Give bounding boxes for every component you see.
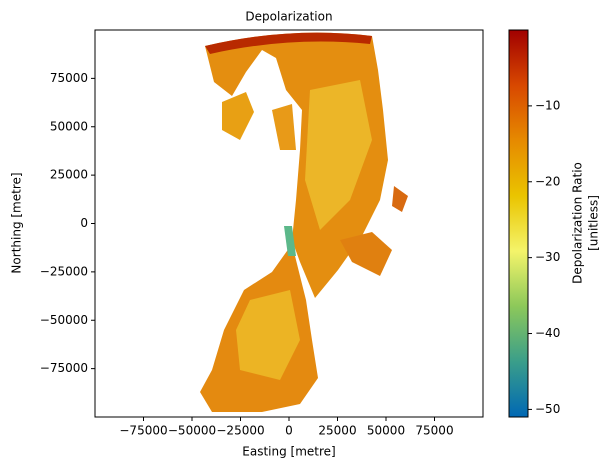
y-tick-label: −50000 <box>40 313 88 327</box>
colorbar-label: [unitless] <box>587 195 601 251</box>
x-tick-label: 75000 <box>415 424 453 438</box>
echo-core <box>305 80 372 230</box>
colorbar <box>508 29 529 418</box>
x-tick-label: −25000 <box>216 424 264 438</box>
y-tick-label: −75000 <box>40 361 88 375</box>
x-tick-label: 25000 <box>318 424 356 438</box>
x-tick-label: −50000 <box>168 424 216 438</box>
echo-cell <box>392 186 408 212</box>
y-tick-label: 25000 <box>50 168 88 182</box>
y-tick-label: 50000 <box>50 119 88 133</box>
colorbar-tick-label: −30 <box>535 250 560 264</box>
x-tick-label: 50000 <box>367 424 405 438</box>
chart-title: Depolarization <box>245 10 332 24</box>
echo-low <box>284 226 296 256</box>
echo-band <box>222 92 254 140</box>
axes-frame <box>94 29 484 418</box>
echo-south-core <box>236 290 300 380</box>
echo-strip <box>272 104 296 150</box>
x-axis-label: Easting [metre] <box>242 445 335 459</box>
colorbar-tick-label: −50 <box>535 402 560 416</box>
colorbar-tick-label: −40 <box>535 326 560 340</box>
colorbar-tick-label: −20 <box>535 174 560 188</box>
x-tick-label: −75000 <box>119 424 167 438</box>
echo-edge <box>205 32 372 54</box>
echo-east <box>340 232 392 276</box>
colorbar-label: Depolarization Ratio <box>571 162 585 284</box>
colorbar-tick-label: −10 <box>535 98 560 112</box>
y-tick-label: −25000 <box>40 264 88 278</box>
y-axis-label: Northing [metre] <box>10 172 24 273</box>
x-tick-label: 0 <box>285 424 293 438</box>
axes: −75000 −50000 −25000 0 25000 50000 75000−75000… <box>40 71 561 438</box>
radar-field <box>200 32 408 412</box>
y-tick-label: 75000 <box>50 71 88 85</box>
y-tick-label: 0 <box>80 216 88 230</box>
